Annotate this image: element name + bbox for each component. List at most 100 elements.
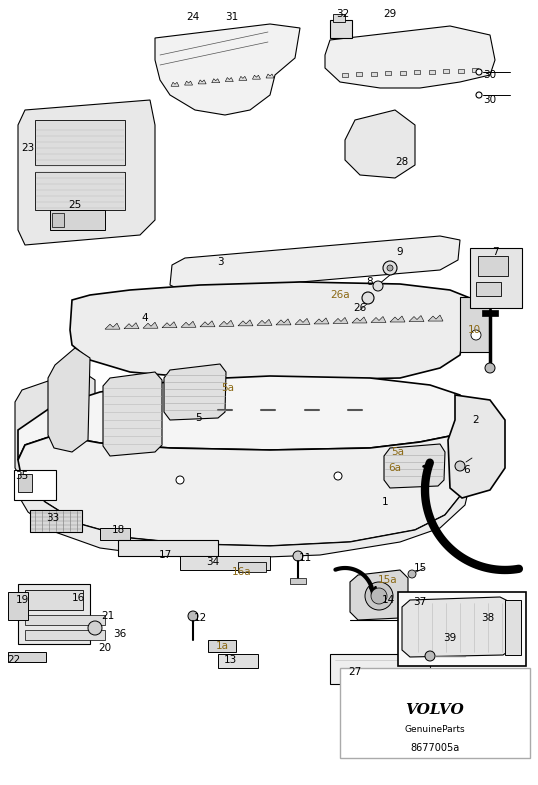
Circle shape [362, 292, 374, 304]
Polygon shape [352, 317, 367, 323]
Circle shape [387, 265, 393, 271]
Bar [8, 652, 46, 662]
Polygon shape [409, 316, 424, 322]
Bar [208, 640, 236, 652]
Text: 27: 27 [349, 667, 362, 677]
Text: 38: 38 [482, 613, 494, 623]
Bar [100, 528, 130, 540]
Circle shape [455, 461, 465, 471]
Text: 18: 18 [111, 525, 125, 535]
Circle shape [408, 570, 416, 578]
Bar [482, 310, 498, 316]
Bar [118, 540, 218, 556]
Polygon shape [428, 315, 443, 321]
Text: 1: 1 [381, 497, 388, 507]
Polygon shape [400, 71, 406, 75]
Bar [25, 590, 83, 610]
Text: 24: 24 [186, 12, 200, 22]
Polygon shape [414, 71, 420, 75]
Text: VOLVO: VOLVO [406, 703, 464, 717]
Circle shape [176, 476, 184, 484]
Text: 30: 30 [484, 95, 497, 105]
Polygon shape [18, 100, 155, 245]
Bar [505, 600, 521, 655]
Text: 23: 23 [22, 143, 34, 153]
Circle shape [471, 330, 481, 340]
Polygon shape [295, 319, 310, 324]
Bar [35, 172, 125, 210]
Polygon shape [198, 80, 206, 84]
Polygon shape [457, 69, 464, 73]
Polygon shape [143, 322, 158, 328]
Text: 34: 34 [207, 557, 220, 567]
Polygon shape [345, 110, 415, 178]
Polygon shape [155, 24, 300, 115]
Bar [398, 592, 526, 666]
Polygon shape [472, 68, 478, 72]
Polygon shape [124, 323, 139, 329]
Text: 22: 22 [8, 655, 20, 665]
Bar [18, 474, 32, 492]
Text: 13: 13 [223, 655, 237, 665]
Text: 37: 37 [413, 597, 427, 607]
Text: 16: 16 [72, 593, 84, 603]
Polygon shape [200, 321, 215, 327]
Text: 8: 8 [367, 277, 373, 287]
Polygon shape [325, 26, 495, 88]
Polygon shape [185, 81, 193, 85]
Text: 6a: 6a [388, 463, 401, 473]
Text: 9: 9 [397, 247, 404, 257]
Bar [470, 248, 522, 308]
Bar [14, 470, 56, 500]
Bar [25, 630, 105, 640]
Text: 35: 35 [16, 471, 29, 481]
Polygon shape [225, 78, 233, 82]
Polygon shape [239, 76, 247, 80]
Polygon shape [181, 321, 196, 327]
Bar [476, 282, 501, 296]
Polygon shape [314, 318, 329, 324]
Polygon shape [219, 320, 234, 327]
Bar [340, 668, 530, 758]
Bar [330, 654, 430, 684]
Text: 15a: 15a [378, 575, 398, 585]
Text: 39: 39 [443, 633, 457, 643]
Polygon shape [429, 70, 435, 74]
Polygon shape [385, 71, 391, 75]
Text: 6: 6 [464, 465, 470, 475]
Circle shape [476, 92, 482, 98]
Text: 16a: 16a [232, 567, 252, 577]
Polygon shape [48, 348, 90, 452]
Polygon shape [162, 322, 177, 328]
Bar [330, 20, 352, 38]
Bar [52, 213, 64, 227]
Bar [478, 256, 508, 276]
Bar [50, 210, 105, 230]
Bar [30, 510, 82, 532]
Text: 20: 20 [98, 643, 111, 653]
Text: 31: 31 [225, 12, 239, 22]
Text: 19: 19 [16, 595, 29, 605]
Polygon shape [70, 282, 472, 380]
Bar [238, 562, 266, 572]
Polygon shape [402, 597, 513, 657]
Polygon shape [266, 74, 274, 78]
Text: 4: 4 [141, 313, 148, 323]
Bar [8, 592, 28, 620]
Circle shape [293, 551, 303, 561]
Polygon shape [15, 370, 95, 480]
Polygon shape [18, 460, 472, 558]
Circle shape [425, 651, 435, 661]
Text: 29: 29 [384, 9, 397, 19]
Text: 7: 7 [492, 247, 498, 257]
Bar [25, 615, 105, 625]
Polygon shape [448, 395, 505, 498]
Polygon shape [103, 372, 162, 456]
Text: 5: 5 [195, 413, 201, 423]
Polygon shape [390, 316, 405, 322]
Text: 36: 36 [114, 629, 126, 639]
Text: 3: 3 [217, 257, 223, 267]
Circle shape [485, 363, 495, 373]
Text: 26a: 26a [330, 290, 350, 300]
Bar [180, 556, 270, 570]
